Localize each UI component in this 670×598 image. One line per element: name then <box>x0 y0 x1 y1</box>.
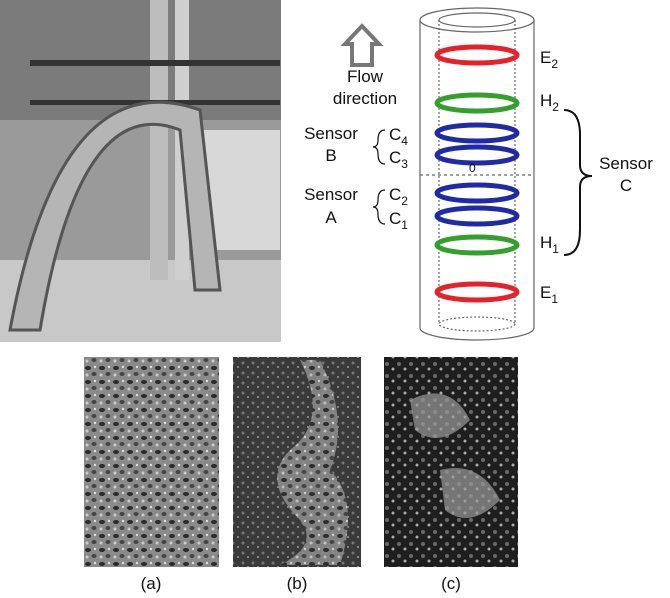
electrode-label: E2 <box>540 48 558 71</box>
sensor-label: A <box>325 208 337 227</box>
sensor-label: C <box>620 176 632 195</box>
electrode-label: H2 <box>540 91 559 114</box>
flow-label: Flow <box>347 67 384 86</box>
electrode-label: C3 <box>389 148 408 171</box>
letter: H <box>540 91 552 110</box>
letter: C <box>389 148 401 167</box>
subscript: 2 <box>552 100 559 114</box>
rig-photo <box>0 0 281 342</box>
subscript: 2 <box>401 194 408 208</box>
electrode-label: C4 <box>389 125 408 148</box>
letter: C <box>389 185 401 204</box>
letter: H <box>540 233 552 252</box>
letter: C <box>389 209 401 228</box>
subscript: 1 <box>552 242 559 256</box>
flow-label: direction <box>333 89 397 108</box>
subscript: 2 <box>551 57 558 71</box>
sensor-label: B <box>325 146 336 165</box>
brace <box>564 110 592 255</box>
figure: 0 Flow direction Sensor B C4 C3 Sensor A… <box>0 0 670 598</box>
subscript: 3 <box>401 157 408 171</box>
subscript: 4 <box>401 134 408 148</box>
flow-image <box>84 357 219 567</box>
origin-label: 0 <box>469 161 476 175</box>
brace <box>373 190 385 224</box>
electrode-label: E1 <box>540 283 558 306</box>
caption: (b) <box>287 574 308 593</box>
rings <box>437 47 517 300</box>
sensor-label: Sensor <box>599 154 653 173</box>
caption: (c) <box>441 574 461 593</box>
subscript: 1 <box>551 292 558 306</box>
sensor-label: Sensor <box>304 124 358 143</box>
letter: E <box>540 283 551 302</box>
flow-image <box>384 357 518 567</box>
electrode-label: C2 <box>389 185 408 208</box>
sensor-label: Sensor <box>304 185 358 204</box>
flow-arrow <box>345 26 379 65</box>
subscript: 1 <box>401 218 408 232</box>
caption: (a) <box>141 574 162 593</box>
brace <box>373 130 385 164</box>
flow-image <box>233 357 361 567</box>
electrode-label: C1 <box>389 209 408 232</box>
letter: E <box>540 48 551 67</box>
letter: C <box>389 125 401 144</box>
electrode-label: H1 <box>540 233 559 256</box>
